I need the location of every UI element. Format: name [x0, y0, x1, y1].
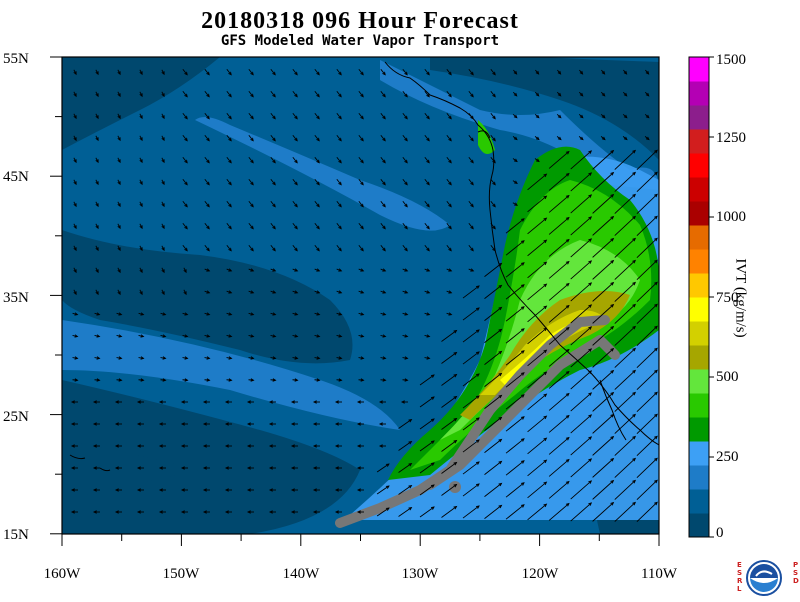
- colorbar-swatch: [689, 201, 709, 226]
- colorbar-swatch: [689, 465, 709, 490]
- lat-tick-label: 35N: [3, 290, 29, 306]
- lon-tick-label: 140W: [283, 566, 321, 582]
- colorbar-swatch: [689, 249, 709, 274]
- colorbar-tick-label: 250: [716, 449, 739, 465]
- colorbar-swatch: [689, 105, 709, 130]
- colorbar-swatch: [689, 441, 709, 466]
- lon-tick-label: 160W: [44, 566, 82, 582]
- lat-tick-label: 25N: [3, 409, 29, 425]
- ivt-field: [62, 57, 659, 534]
- colorbar-swatch: [689, 297, 709, 322]
- colorbar-tick-label: 1500: [716, 52, 746, 68]
- lat-tick-label: 15N: [3, 527, 29, 543]
- colorbar-swatch: [689, 129, 709, 154]
- colorbar-swatch: [689, 225, 709, 250]
- colorbar-swatch: [689, 345, 709, 370]
- colorbar-tick-label: 1250: [716, 130, 746, 146]
- colorbar-swatch: [689, 417, 709, 442]
- lon-tick-label: 110W: [641, 566, 678, 582]
- colorbar-swatch: [689, 393, 709, 418]
- colorbar-tick-label: 1000: [716, 209, 746, 225]
- lon-axis: [62, 534, 659, 546]
- colorbar-swatch: [689, 177, 709, 202]
- colorbar: [689, 57, 709, 538]
- lat-tick-label: 55N: [3, 51, 29, 67]
- lon-tick-label: 130W: [402, 566, 440, 582]
- colorbar-swatch: [689, 369, 709, 394]
- colorbar-swatch: [689, 153, 709, 178]
- noaa-logo: [736, 558, 792, 598]
- colorbar-swatch: [689, 513, 709, 538]
- colorbar-swatch: [689, 489, 709, 514]
- colorbar-tick-label: 500: [716, 369, 739, 385]
- lon-tick-label: 150W: [163, 566, 201, 582]
- lat-tick-label: 45N: [3, 169, 29, 185]
- lon-tick-label: 120W: [522, 566, 560, 582]
- lat-axis: [50, 57, 62, 534]
- colorbar-label: IVT (kg/m/s): [732, 258, 749, 337]
- colorbar-swatch: [689, 57, 709, 82]
- colorbar-swatch: [689, 273, 709, 298]
- colorbar-swatch: [689, 321, 709, 346]
- colorbar-swatch: [689, 81, 709, 106]
- noaa-emblem-icon: [736, 558, 792, 598]
- colorbar-ticks: [709, 57, 714, 537]
- colorbar-tick-label: 0: [716, 525, 724, 541]
